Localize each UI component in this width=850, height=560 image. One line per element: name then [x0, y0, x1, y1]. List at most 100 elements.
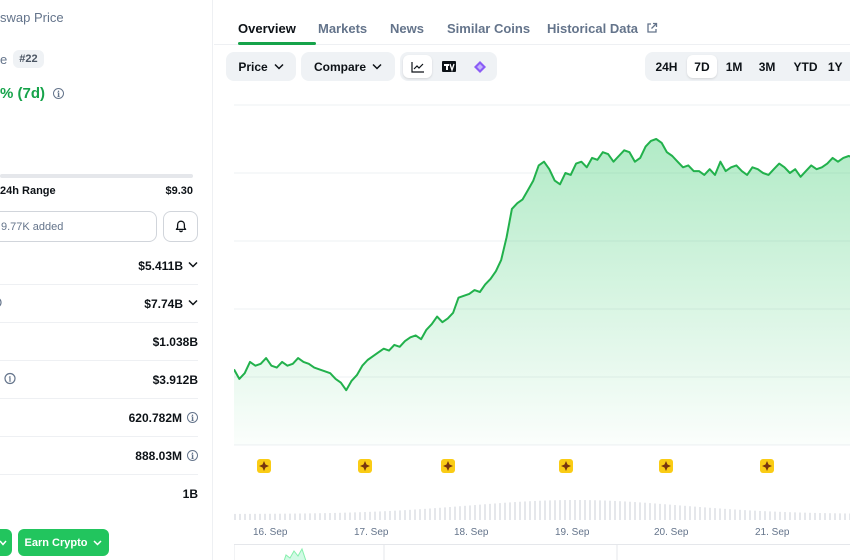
event-marker-icon[interactable]	[559, 459, 573, 473]
stat-row-max-supply: 1B	[0, 475, 198, 513]
info-icon[interactable]: i	[53, 88, 64, 99]
volume-bar	[354, 512, 356, 520]
volume-bar	[774, 511, 776, 520]
tab-markets[interactable]: Markets	[318, 21, 368, 36]
volume-bar	[839, 513, 841, 520]
price-chart[interactable]	[234, 95, 850, 525]
volume-bar	[389, 510, 391, 520]
add-to-portfolio-button[interactable]: 9.77K added	[0, 211, 157, 242]
volume-bar	[614, 500, 616, 520]
chart-mode-toggle	[400, 52, 497, 81]
volume-bar	[794, 512, 796, 520]
volume-bar	[704, 507, 706, 520]
volume-bar	[394, 510, 396, 520]
stat-row-market-cap[interactable]: $5.411B	[0, 247, 198, 285]
tab-historical-data-label: Historical Data	[547, 21, 639, 36]
volume-bar	[259, 513, 261, 520]
volume-bar	[329, 513, 331, 520]
volume-bar	[549, 500, 551, 520]
tab-historical-data[interactable]: Historical Data	[547, 21, 658, 36]
volume-bar	[414, 509, 416, 520]
chevron-down-icon	[372, 63, 382, 70]
volume-bar	[709, 507, 711, 520]
volume-bar	[579, 500, 581, 520]
diamond-icon	[473, 60, 486, 73]
event-marker-icon[interactable]	[760, 459, 774, 473]
volume-bar	[544, 500, 546, 520]
volume-bar	[594, 500, 596, 520]
volume-bar	[749, 510, 751, 520]
stat-value: 620.782M	[128, 410, 182, 425]
active-tab-indicator	[238, 42, 316, 45]
volume-bar	[554, 500, 556, 520]
tab-overview[interactable]: Overview	[238, 21, 296, 36]
volume-bar	[804, 512, 806, 520]
volume-bar	[714, 508, 716, 520]
volume-bar	[309, 513, 311, 520]
tab-similar-coins[interactable]: Similar Coins	[447, 21, 531, 36]
volume-bar	[764, 511, 766, 520]
stat-row-volume: $1.038B	[0, 323, 198, 361]
chart-navigator[interactable]	[233, 544, 850, 560]
event-marker-icon[interactable]	[659, 459, 673, 473]
tab-news[interactable]: News	[390, 21, 424, 36]
volume-bar	[279, 513, 281, 520]
price-alert-button[interactable]	[163, 211, 198, 242]
volume-bar	[674, 505, 676, 520]
volume-bar	[534, 500, 536, 520]
line-chart-mode-button[interactable]	[403, 55, 432, 78]
volume-bar	[684, 505, 686, 520]
event-marker-icon[interactable]	[441, 459, 455, 473]
chevron-down-icon	[274, 63, 284, 70]
chevron-down-icon	[93, 539, 103, 546]
volume-bar	[324, 513, 326, 520]
volume-bar	[559, 500, 561, 520]
volume-bar	[789, 512, 791, 520]
range-bar	[0, 174, 193, 178]
info-icon[interactable]: i	[187, 450, 198, 461]
volume-bar	[264, 513, 266, 520]
compare-dropdown-label: Compare	[313, 59, 366, 74]
compare-dropdown[interactable]: Compare	[301, 52, 395, 81]
range-1y[interactable]: 1Y	[827, 59, 843, 74]
volume-bar	[609, 500, 611, 520]
stat-row-fdv[interactable]: $7.74B	[0, 285, 198, 323]
volume-bar	[819, 513, 821, 520]
info-icon[interactable]: i	[0, 372, 18, 387]
volume-bar	[289, 513, 291, 520]
volume-bar	[374, 511, 376, 520]
event-marker-icon[interactable]	[257, 459, 271, 473]
volume-bar	[844, 513, 846, 520]
volume-bar	[364, 512, 366, 520]
range-ytd[interactable]: YTD	[793, 59, 818, 74]
volume-bar	[319, 513, 321, 520]
volume-bar	[739, 509, 741, 520]
volume-bar	[384, 511, 386, 520]
volume-bar	[284, 513, 286, 520]
range-1m[interactable]: 1M	[725, 59, 743, 74]
chevron-down-icon	[188, 298, 198, 309]
info-icon[interactable]: i	[187, 412, 198, 423]
stat-value: $1.038B	[152, 334, 198, 349]
volume-bar	[369, 511, 371, 520]
time-range-selector: 24H 7D 1M 3M YTD 1Y	[645, 52, 850, 81]
volume-bar	[514, 502, 516, 520]
volume-bar	[824, 513, 826, 520]
range-3m[interactable]: 3M	[758, 59, 776, 74]
earn-crypto-button[interactable]: Earn Crypto	[18, 529, 109, 556]
tradingview-mode-button[interactable]	[434, 55, 463, 78]
range-high: $9.30	[165, 185, 193, 197]
volume-bar	[419, 509, 421, 520]
event-marker-icon[interactable]	[358, 459, 372, 473]
range-7d[interactable]: 7D	[686, 55, 717, 78]
volume-bar	[304, 513, 306, 520]
ai-mode-button[interactable]	[465, 55, 494, 78]
price-dropdown[interactable]: Price	[226, 52, 296, 81]
navigator-sparkline	[233, 545, 618, 560]
price-chart-svg	[234, 104, 850, 520]
volume-bar	[339, 512, 341, 520]
range-24h[interactable]: 24H	[655, 59, 678, 74]
volume-bar	[379, 511, 381, 520]
volume-bar	[809, 512, 811, 520]
buy-button[interactable]	[0, 529, 12, 556]
